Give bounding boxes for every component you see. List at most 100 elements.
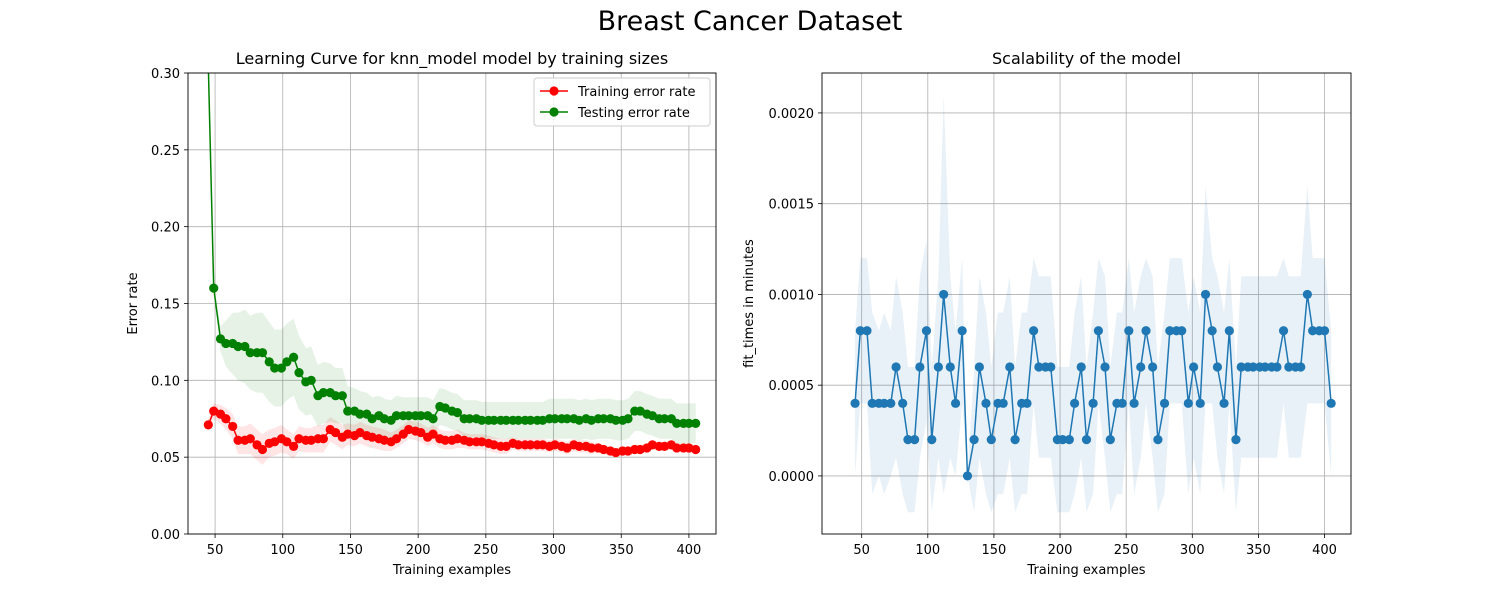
data-point xyxy=(391,434,402,444)
data-point xyxy=(672,418,682,428)
data-point xyxy=(1005,362,1015,372)
legend-label: Training error rate xyxy=(577,85,695,100)
data-point xyxy=(525,415,536,425)
data-point xyxy=(1248,362,1258,372)
data-point xyxy=(452,408,463,418)
data-point xyxy=(1200,289,1211,300)
data-point xyxy=(1319,326,1330,336)
data-point xyxy=(1034,362,1044,372)
data-point xyxy=(501,415,511,425)
y-tick-label: 0.0000 xyxy=(769,470,815,485)
x-tick-label: 100 xyxy=(270,543,295,558)
chart-title: Scalability of the model xyxy=(992,49,1181,68)
data-point xyxy=(691,444,701,455)
data-point xyxy=(969,435,979,445)
data-point xyxy=(306,375,316,385)
data-point xyxy=(240,341,250,352)
data-point xyxy=(921,326,932,336)
data-point xyxy=(404,411,414,421)
y-tick-label: 0.0015 xyxy=(769,198,815,213)
y-tick-label: 0.25 xyxy=(151,144,180,159)
data-point xyxy=(428,429,438,439)
data-point xyxy=(1231,435,1241,445)
data-point xyxy=(927,435,937,445)
std-band-1 xyxy=(855,94,1332,513)
data-point xyxy=(355,409,365,419)
axes-frame xyxy=(821,72,1352,535)
x-tick-label: 300 xyxy=(1180,543,1205,558)
data-point xyxy=(599,414,609,424)
data-point xyxy=(330,391,341,401)
legend: Training error rate Testing error rate xyxy=(533,77,711,127)
y-tick-label: 0.00 xyxy=(151,528,180,543)
y-tick-label: 0.05 xyxy=(151,451,180,466)
data-point xyxy=(1236,362,1246,372)
data-point xyxy=(337,391,347,401)
data-point xyxy=(233,341,243,352)
data-point xyxy=(1148,362,1158,372)
data-point xyxy=(1207,326,1217,336)
data-point xyxy=(684,418,694,428)
data-point xyxy=(691,418,701,428)
x-tick-label: 400 xyxy=(677,543,702,558)
y-tick-label: 0.0020 xyxy=(769,107,815,122)
x-tick-label: 350 xyxy=(609,543,634,558)
data-point xyxy=(886,398,896,408)
figure-title: Breast Cancer Dataset xyxy=(597,6,903,37)
data-point xyxy=(933,362,943,372)
data-point xyxy=(1326,398,1336,408)
data-point xyxy=(1165,326,1175,336)
x-tick-label: 100 xyxy=(915,543,940,558)
y-tick-label: 0.20 xyxy=(151,221,180,236)
data-point xyxy=(1100,362,1110,372)
x-tick-label: 250 xyxy=(1114,543,1139,558)
data-point xyxy=(1141,326,1151,336)
data-point xyxy=(1124,326,1134,336)
data-point xyxy=(245,348,255,358)
data-point xyxy=(1159,398,1170,408)
data-point xyxy=(550,414,560,424)
data-point xyxy=(1308,326,1318,336)
data-point xyxy=(318,388,328,398)
data-point xyxy=(477,415,487,425)
data-point xyxy=(221,338,231,349)
data-point xyxy=(1224,326,1234,336)
data-point xyxy=(343,406,353,416)
plot-background xyxy=(822,73,1351,534)
data-point xyxy=(1219,398,1229,408)
data-point xyxy=(204,61,213,70)
data-point xyxy=(998,398,1008,408)
data-point xyxy=(939,289,949,300)
legend-box xyxy=(533,77,711,127)
data-point xyxy=(1093,326,1103,336)
x-tick-label: 200 xyxy=(1048,543,1073,558)
data-point xyxy=(1029,326,1039,336)
data-point xyxy=(855,326,865,336)
data-point xyxy=(282,437,292,447)
data-point xyxy=(898,398,908,408)
legend-marker xyxy=(549,107,559,117)
data-point xyxy=(611,415,621,425)
y-tick-label: 0.30 xyxy=(151,67,180,82)
data-point xyxy=(1136,362,1146,372)
data-point xyxy=(1076,362,1086,372)
x-axis-label: Training examples xyxy=(392,563,511,578)
data-point xyxy=(233,435,243,445)
data-point xyxy=(659,414,670,424)
data-point xyxy=(428,414,438,424)
data-point xyxy=(282,357,292,367)
x-tick-label: 150 xyxy=(338,543,363,558)
data-point xyxy=(1058,435,1068,445)
learning-curve-chart: 50 100 150 200 250 300 350 400 0.00 0.05 0.10 0.15 0… xyxy=(126,49,717,578)
data-point xyxy=(574,441,584,452)
data-point xyxy=(1153,435,1163,445)
x-tick-label: 50 xyxy=(853,543,870,558)
data-point xyxy=(1189,362,1199,372)
y-tick-label: 0.0005 xyxy=(769,379,815,394)
x-tick-label: 300 xyxy=(541,543,566,558)
x-tick-label: 350 xyxy=(1246,543,1271,558)
data-point xyxy=(228,421,238,432)
data-point xyxy=(1081,435,1092,445)
data-point xyxy=(525,440,536,450)
